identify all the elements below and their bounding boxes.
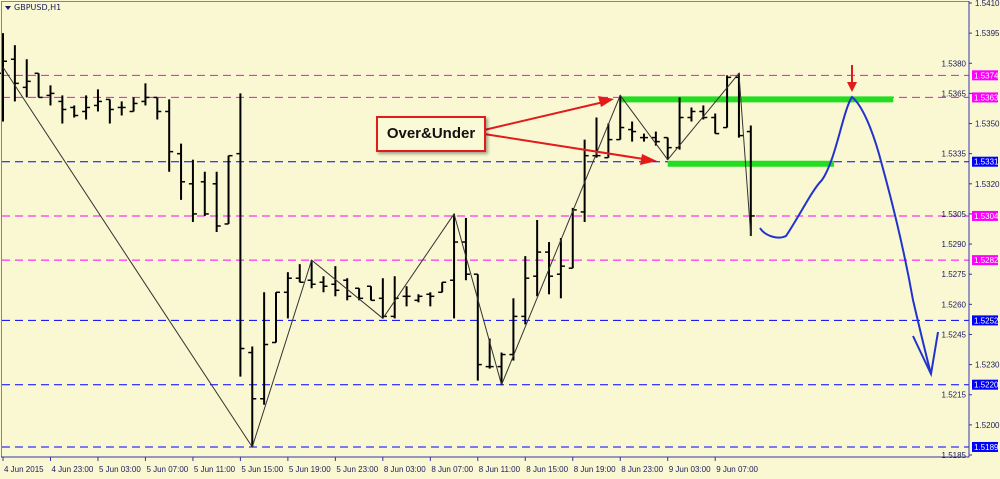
y-tick-label: 1.5245 [942,330,967,339]
arrow-head-icon [912,331,939,378]
plot-frame [1,1,970,458]
over-under-callout: Over&Under [376,116,486,152]
price-label-box [972,441,998,452]
price-label: 1.5282 [974,256,999,265]
x-tick-label: 8 Jun 19:00 [574,465,616,474]
y-tick-label: 1.5395 [975,29,1000,38]
x-tick-label: 5 Jun 11:00 [194,465,236,474]
price-label-box [972,255,998,266]
price-label-box [972,156,998,167]
chart-title: GBPUSD,H1 [5,3,61,12]
price-label-box [972,210,998,221]
x-tick-label: 4 Jun 23:00 [51,465,93,474]
collapse-triangle-icon[interactable] [5,6,11,10]
y-tick-label: 1.5230 [975,361,1000,370]
y-tick-label: 1.5350 [975,120,1000,129]
x-tick-label: 4 Jun 2015 [4,465,44,474]
arrow-to-lower-low [483,133,651,161]
y-tick-label: 1.5200 [975,421,1000,430]
price-label: 1.5374 [974,71,999,80]
price-label: 1.5304 [974,212,999,221]
x-tick-label: 8 Jun 03:00 [384,465,426,474]
price-label: 1.5220 [974,381,999,390]
y-tick-label: 1.5275 [942,270,967,279]
y-tick-label: 1.5380 [942,59,967,68]
x-tick-label: 5 Jun 23:00 [336,465,378,474]
x-tick-label: 8 Jun 07:00 [431,465,473,474]
price-label-box [972,379,998,390]
arrow-to-upper-high [483,100,609,131]
x-tick-label: 8 Jun 15:00 [526,465,568,474]
x-tick-label: 9 Jun 07:00 [716,465,758,474]
annotation-arrows [483,65,857,165]
x-tick-label: 9 Jun 03:00 [669,465,711,474]
x-tick-label: 8 Jun 11:00 [479,465,521,474]
x-tick-label: 8 Jun 23:00 [621,465,663,474]
price-label: 1.5189 [974,443,999,452]
forecast-drawing [759,95,939,378]
y-tick-label: 1.5185 [942,451,967,460]
forecast-curve [759,95,932,375]
price-label-box [972,92,998,103]
arrow-down-icon [847,82,857,92]
chart-title-text: GBPUSD,H1 [14,3,61,12]
arrow-head-icon [598,96,614,107]
zigzag-line [2,67,752,449]
price-label: 1.5363 [974,93,999,102]
y-tick-label: 1.5335 [942,150,967,159]
x-tick-label: 5 Jun 19:00 [289,465,331,474]
y-tick-label: 1.5290 [942,240,967,249]
y-tick-label: 1.5215 [942,391,967,400]
y-tick-label: 1.5320 [975,180,1000,189]
y-tick-label: 1.5410 [975,0,1000,8]
x-tick-label: 5 Jun 15:00 [241,465,283,474]
y-tick-label: 1.5305 [942,210,967,219]
y-tick-label: 1.5365 [942,89,967,98]
arrow-head-icon [640,154,657,165]
price-label-box [972,315,998,326]
price-label-box [972,70,998,81]
x-tick-label: 5 Jun 07:00 [146,465,188,474]
price-label: 1.5252 [974,316,999,325]
y-tick-label: 1.5260 [942,300,967,309]
x-tick-label: 5 Jun 03:00 [99,465,141,474]
price-label: 1.5331 [974,158,999,167]
